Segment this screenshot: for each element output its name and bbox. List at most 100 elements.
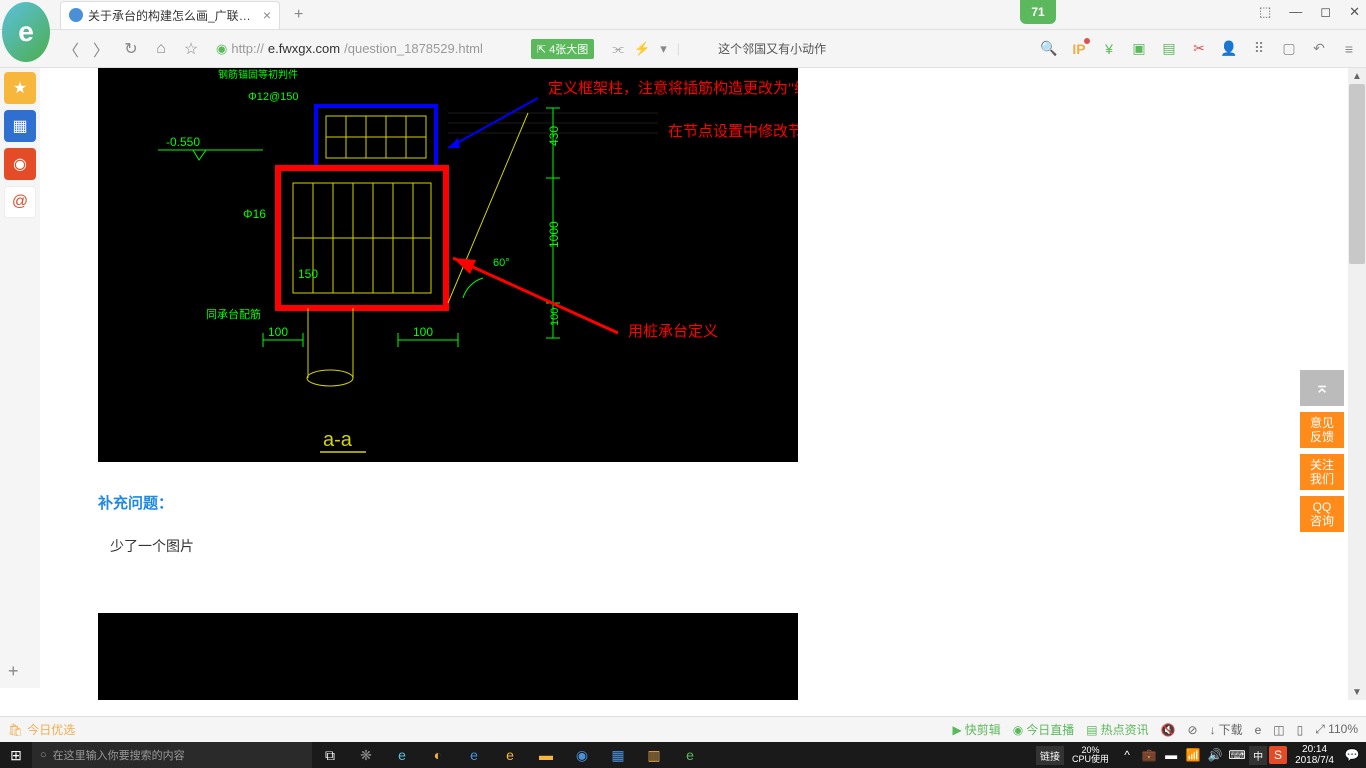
cpu-meter[interactable]: 20% CPU使用 — [1066, 746, 1115, 764]
apps-icon[interactable]: ⠿ — [1250, 40, 1268, 58]
sidebar-favorites-icon[interactable]: ★ — [4, 72, 36, 104]
scroll-up-icon[interactable]: ▲ — [1349, 68, 1365, 84]
clock-time: 20:14 — [1302, 744, 1327, 755]
home-button[interactable]: ⌂ — [150, 38, 172, 60]
block-button[interactable]: ⊘ — [1188, 723, 1198, 737]
feedback-button[interactable]: 意见 反馈 — [1300, 412, 1344, 448]
tray-sogou-icon[interactable]: S — [1269, 746, 1287, 764]
favorite-button[interactable]: ☆ — [180, 38, 202, 60]
follow-us-button[interactable]: 关注 我们 — [1300, 454, 1344, 490]
ie-mode-button[interactable]: e — [1255, 723, 1262, 737]
url-field[interactable]: ◉ http://e.fwxgx.com/question_1878529.ht… — [216, 41, 483, 57]
download-button[interactable]: ↓下载 — [1210, 721, 1243, 738]
scroll-top-button[interactable]: ⌅ — [1300, 370, 1344, 406]
tab-close-icon[interactable]: × — [263, 7, 271, 23]
tray-icon-2[interactable]: ▬ — [1161, 748, 1181, 762]
app-icon-2[interactable]: ◐ — [420, 742, 456, 768]
mobile-button[interactable]: ▯ — [1297, 723, 1304, 737]
new-tab-button[interactable]: + — [288, 6, 309, 24]
cad-annotation-2: 在节点设置中修改节点设置 — [668, 123, 798, 140]
ie-icon-2[interactable]: e — [492, 742, 528, 768]
search-icon[interactable]: 🔍 — [1040, 40, 1058, 58]
skin-icon[interactable]: ⬚ — [1259, 4, 1271, 20]
score-badge[interactable]: 71 — [1020, 0, 1056, 24]
screenshot-icon[interactable]: 👤 — [1220, 40, 1238, 58]
toolbar-right: 🔍 IP ¥ ▣ ▤ ✂ 👤 ⠿ ▢ ↶ ≡ — [1040, 40, 1358, 58]
download-icon: ↓ — [1210, 723, 1216, 737]
taskbar-apps: ⧉ ❋ e ◐ e e ▬ ◉ ▦ ▥ e — [312, 742, 708, 768]
extension-icon-1[interactable]: IP — [1070, 40, 1088, 58]
zoom-button[interactable]: ⤢ 110% — [1315, 722, 1358, 737]
back-button[interactable]: 〈 — [60, 38, 82, 60]
browser-logo[interactable]: e — [2, 2, 50, 62]
dropdown-icon[interactable]: ▾ — [660, 41, 667, 57]
cad-diagram: 定义框架柱，注意将插筋构造更改为"纵筋锚固" 在节点设置中修改节点设置 用桩承台… — [98, 68, 798, 462]
app-icon-6[interactable]: e — [672, 742, 708, 768]
globe-icon: ◉ — [216, 41, 227, 57]
tray-up-icon[interactable]: ^ — [1117, 748, 1137, 762]
system-tray: 链接 20% CPU使用 ^ 💼 ▬ 📶 🔊 ⌨ 中 S 20:14 2018/… — [1036, 742, 1366, 768]
share-icon[interactable]: ⫘ — [612, 41, 624, 57]
extension-icon-2[interactable]: ▣ — [1130, 40, 1148, 58]
cad-section-label: a-a — [323, 429, 353, 451]
tray-clock[interactable]: 20:14 2018/7/4 — [1289, 744, 1340, 766]
undo-icon[interactable]: ↶ — [1310, 40, 1328, 58]
tray-wifi-icon[interactable]: 📶 — [1183, 748, 1203, 762]
cad-dim-100a: 100 — [268, 325, 288, 339]
cpu-label: CPU使用 — [1072, 755, 1109, 764]
sidebar-mail-icon[interactable]: @ — [4, 186, 36, 218]
titlebar: e 关于承台的构建怎么画_广联达服 × + 71 ⬚ — ◻ ✕ — [0, 0, 1366, 30]
app-icon-4[interactable]: ▦ — [600, 742, 636, 768]
app-icon-5[interactable]: ▥ — [636, 742, 672, 768]
scroll-down-icon[interactable]: ▼ — [1349, 684, 1365, 700]
cad-label-bottom: 同承台配筋 — [206, 307, 261, 321]
reader-icon[interactable]: ▢ — [1280, 40, 1298, 58]
sidebar-add-button[interactable]: + — [8, 661, 19, 682]
close-icon[interactable]: ✕ — [1349, 4, 1360, 20]
maximize-icon[interactable]: ◻ — [1320, 4, 1331, 20]
link-indicator[interactable]: 链接 — [1036, 746, 1064, 765]
start-button[interactable]: ⊞ — [0, 742, 32, 768]
forward-button[interactable]: 〉 — [90, 38, 112, 60]
cad-rebar-top: Φ12@150 — [248, 91, 299, 103]
gift-icon: 🛍 — [8, 723, 23, 737]
mute-button[interactable]: 🔇 — [1161, 723, 1176, 737]
image-count-badge[interactable]: ⇱ 4张大图 — [531, 39, 594, 59]
flash-icon[interactable]: ⚡ — [634, 41, 650, 57]
minimize-icon[interactable]: — — [1289, 4, 1302, 20]
vertical-scrollbar[interactable]: ▲ ▼ — [1348, 68, 1366, 700]
tray-icon-1[interactable]: 💼 — [1139, 748, 1159, 762]
explorer-icon[interactable]: ▬ — [528, 742, 564, 768]
record-icon: ◉ — [1013, 723, 1023, 737]
scroll-thumb[interactable] — [1349, 84, 1365, 264]
edge-icon[interactable]: e — [456, 742, 492, 768]
url-path: /question_1878529.html — [344, 41, 483, 56]
news-ticker[interactable]: 这个邻国又有小动作 — [718, 40, 826, 57]
taskbar-search[interactable]: ○ 在这里输入你要搜索的内容 — [32, 742, 312, 768]
qq-consult-button[interactable]: QQ 咨询 — [1300, 496, 1344, 532]
cad-dim-430: 430 — [547, 126, 561, 146]
live-today[interactable]: ◉今日直播 — [1013, 721, 1075, 738]
wallet-icon[interactable]: ¥ — [1100, 40, 1118, 58]
cad-rebar-side: Φ16 — [243, 207, 266, 221]
notifications-icon[interactable]: 💬 — [1342, 748, 1362, 762]
ie-icon[interactable]: e — [384, 742, 420, 768]
tray-volume-icon[interactable]: 🔊 — [1205, 748, 1225, 762]
sidebar-weibo-icon[interactable]: ◉ — [4, 148, 36, 180]
scissors-icon[interactable]: ✂ — [1190, 40, 1208, 58]
reload-button[interactable]: ↻ — [120, 38, 142, 60]
quick-edit[interactable]: ▶快剪辑 — [952, 721, 1000, 738]
task-view-icon[interactable]: ⧉ — [312, 742, 348, 768]
translate-icon[interactable]: ▤ — [1160, 40, 1178, 58]
browser-tab[interactable]: 关于承台的构建怎么画_广联达服 × — [60, 1, 280, 29]
play-icon: ▶ — [952, 723, 961, 737]
app-icon-3[interactable]: ◉ — [564, 742, 600, 768]
today-picks[interactable]: 🛍 今日优选 — [8, 721, 75, 738]
ime-indicator[interactable]: 中 — [1249, 746, 1267, 765]
tray-keyboard-icon[interactable]: ⌨ — [1227, 748, 1247, 762]
split-button[interactable]: ◫ — [1273, 723, 1284, 737]
sidebar-news-icon[interactable]: ▦ — [4, 110, 36, 142]
app-icon-1[interactable]: ❋ — [348, 742, 384, 768]
menu-icon[interactable]: ≡ — [1340, 40, 1358, 58]
hot-news[interactable]: ▤热点资讯 — [1086, 721, 1148, 738]
